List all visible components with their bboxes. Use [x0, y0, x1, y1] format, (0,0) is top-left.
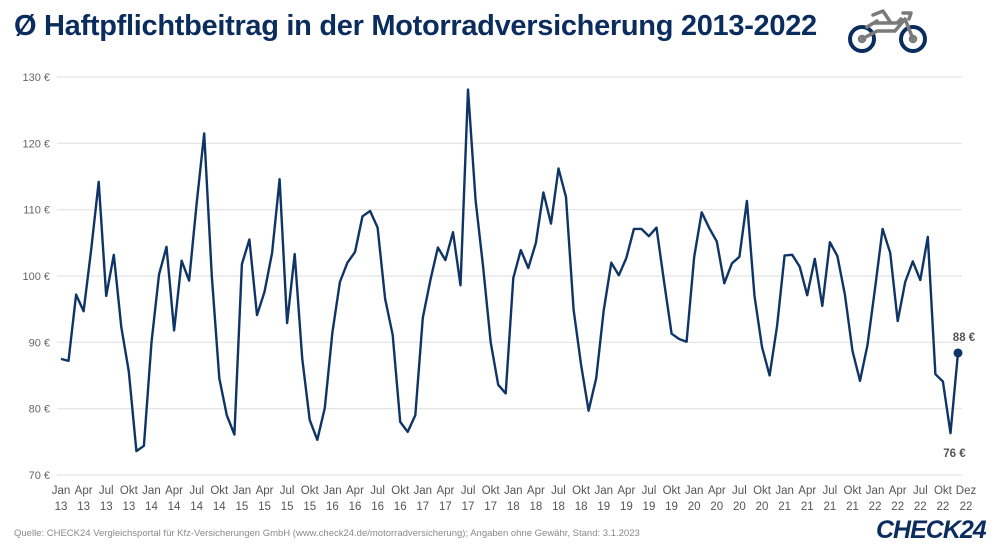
- y-tick-label: 120 €: [22, 138, 50, 150]
- x-tick-month: Jan: [142, 485, 161, 497]
- x-tick-year: 17: [416, 501, 429, 513]
- x-tick-year: 13: [77, 501, 90, 513]
- x-tick-year: 20: [733, 501, 746, 513]
- y-tick-label: 110 €: [23, 205, 50, 217]
- x-tick-year: 15: [303, 501, 316, 513]
- x-tick-month: Apr: [889, 485, 907, 497]
- x-tick-year: 19: [597, 501, 610, 513]
- x-tick-month: Jan: [414, 485, 433, 497]
- x-tick-month: Jul: [370, 485, 385, 497]
- chart-title: Ø Haftpflichtbeitrag in der Motorradvers…: [14, 10, 817, 42]
- x-tick-month: Okt: [391, 485, 410, 497]
- x-tick-month: Jul: [732, 485, 747, 497]
- data-point: [953, 348, 963, 358]
- motorcycle-icon: [848, 9, 927, 53]
- x-tick-year: 19: [665, 501, 678, 513]
- x-tick-month: Jan: [775, 485, 794, 497]
- x-tick-year: 14: [168, 501, 181, 513]
- x-tick-month: Jan: [323, 485, 342, 497]
- y-tick-label: 90 €: [29, 337, 50, 349]
- y-tick-label: 70 €: [29, 470, 50, 482]
- check24-logo: CHECK24: [876, 516, 987, 544]
- x-tick-month: Jul: [189, 485, 204, 497]
- x-tick-year: 20: [688, 501, 701, 513]
- x-tick-month: Jan: [685, 485, 704, 497]
- x-tick-month: Apr: [75, 485, 93, 497]
- x-tick-month: Jul: [461, 485, 476, 497]
- x-tick-month: Okt: [301, 485, 320, 497]
- x-tick-year: 21: [778, 501, 791, 513]
- x-tick-year: 14: [190, 501, 203, 513]
- x-tick-year: 22: [891, 501, 904, 513]
- x-tick-year: 18: [507, 501, 520, 513]
- x-tick-month: Apr: [436, 485, 454, 497]
- x-tick-year: 20: [710, 501, 723, 513]
- x-tick-year: 19: [643, 501, 656, 513]
- data-label: 76 €: [943, 448, 966, 460]
- x-tick-month: Jan: [233, 485, 252, 497]
- x-tick-month: Jan: [504, 485, 523, 497]
- x-tick-year: 19: [620, 501, 633, 513]
- x-tick-month: Okt: [844, 485, 863, 497]
- x-tick-month: Dez: [956, 485, 977, 497]
- y-tick-label: 80 €: [29, 404, 50, 416]
- x-tick-year: 21: [846, 501, 859, 513]
- x-tick-month: Okt: [120, 485, 139, 497]
- x-tick-year: 22: [960, 501, 973, 513]
- x-tick-month: Apr: [165, 485, 183, 497]
- x-tick-month: Apr: [527, 485, 545, 497]
- x-tick-year: 15: [236, 501, 249, 513]
- x-tick-year: 18: [575, 501, 588, 513]
- x-tick-month: Apr: [798, 485, 816, 497]
- x-tick-month: Jul: [823, 485, 838, 497]
- x-tick-year: 18: [552, 501, 565, 513]
- x-tick-month: Apr: [708, 485, 726, 497]
- x-tick-month: Apr: [346, 485, 364, 497]
- x-tick-month: Jul: [280, 485, 295, 497]
- y-tick-label: 130 €: [22, 72, 50, 84]
- x-tick-year: 13: [122, 501, 135, 513]
- line-chart: 70 € 80 € 90 € 100 € 110 € 120 € 130 € Jan 13 Ap…: [22, 72, 977, 513]
- x-tick-year: 16: [394, 501, 407, 513]
- x-tick-month: Jul: [99, 485, 114, 497]
- x-tick-month: Jan: [594, 485, 613, 497]
- x-tick-month: Jan: [52, 485, 71, 497]
- x-tick-year: 15: [258, 501, 271, 513]
- x-tick-month: Okt: [934, 485, 953, 497]
- x-tick-year: 17: [439, 501, 452, 513]
- x-tick-month: Okt: [482, 485, 501, 497]
- x-tick-year: 13: [100, 501, 113, 513]
- x-tick-year: 16: [371, 501, 384, 513]
- x-tick-year: 13: [55, 501, 68, 513]
- x-tick-year: 14: [145, 501, 158, 513]
- x-tick-year: 17: [462, 501, 475, 513]
- x-tick-year: 16: [326, 501, 339, 513]
- x-tick-month: Apr: [617, 485, 635, 497]
- x-tick-month: Okt: [210, 485, 229, 497]
- x-tick-year: 20: [756, 501, 769, 513]
- x-tick-year: 15: [281, 501, 294, 513]
- x-tick-month: Okt: [572, 485, 591, 497]
- x-tick-month: Jul: [551, 485, 566, 497]
- x-tick-year: 14: [213, 501, 226, 513]
- x-tick-year: 21: [823, 501, 836, 513]
- x-tick-month: Jan: [866, 485, 885, 497]
- x-tick-year: 16: [349, 501, 362, 513]
- x-tick-month: Jul: [642, 485, 657, 497]
- x-tick-month: Jul: [913, 485, 928, 497]
- data-label: 88 €: [953, 332, 976, 344]
- x-tick-month: Okt: [753, 485, 772, 497]
- x-tick-year: 22: [869, 501, 882, 513]
- x-tick-month: Okt: [663, 485, 682, 497]
- x-tick-year: 21: [801, 501, 814, 513]
- series-line: [60, 88, 960, 453]
- x-tick-year: 17: [484, 501, 497, 513]
- y-tick-label: 100 €: [22, 271, 50, 283]
- x-tick-year: 22: [914, 501, 927, 513]
- x-tick-year: 22: [937, 501, 950, 513]
- x-tick-month: Apr: [256, 485, 274, 497]
- source-note: Quelle: CHECK24 Vergleichsportal für Kfz…: [14, 528, 640, 539]
- x-tick-year: 18: [529, 501, 542, 513]
